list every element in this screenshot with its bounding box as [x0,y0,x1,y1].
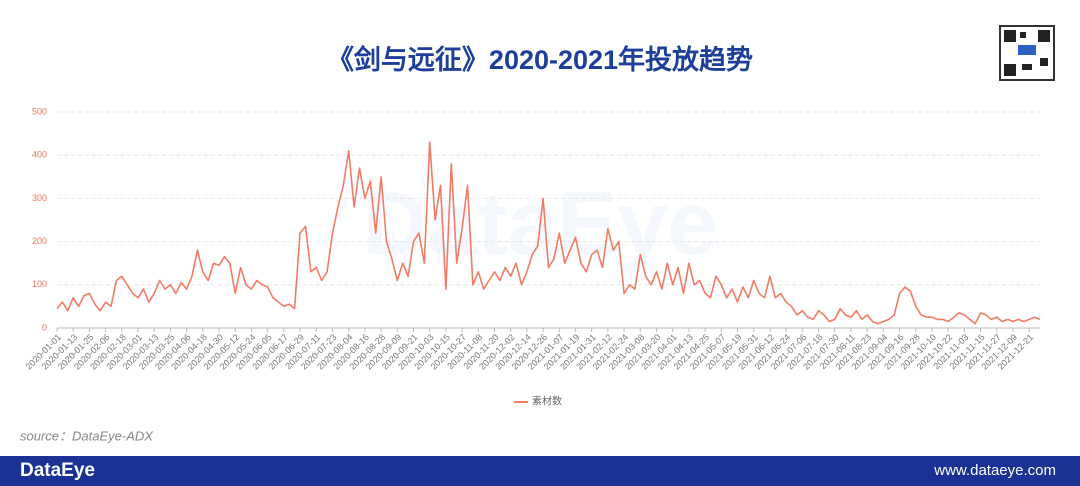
qr-code [999,25,1055,81]
y-tick-label: 300 [32,193,47,203]
y-tick-label: 100 [32,279,47,289]
legend-label: 素材数 [532,395,562,408]
source-note: source：DataEye-ADX [20,428,154,443]
chart-title: 《剑与远征》2020-2021年投放趋势 [327,44,753,75]
y-tick-label: 500 [32,106,47,116]
footer-bar [0,456,1080,486]
footer-url: www.dataeye.com [933,462,1056,479]
y-tick-label: 200 [32,236,47,246]
y-tick-label: 0 [42,322,47,332]
data-line [56,141,1041,325]
footer-brand: DataEye [20,460,95,481]
y-tick-label: 400 [32,150,47,160]
